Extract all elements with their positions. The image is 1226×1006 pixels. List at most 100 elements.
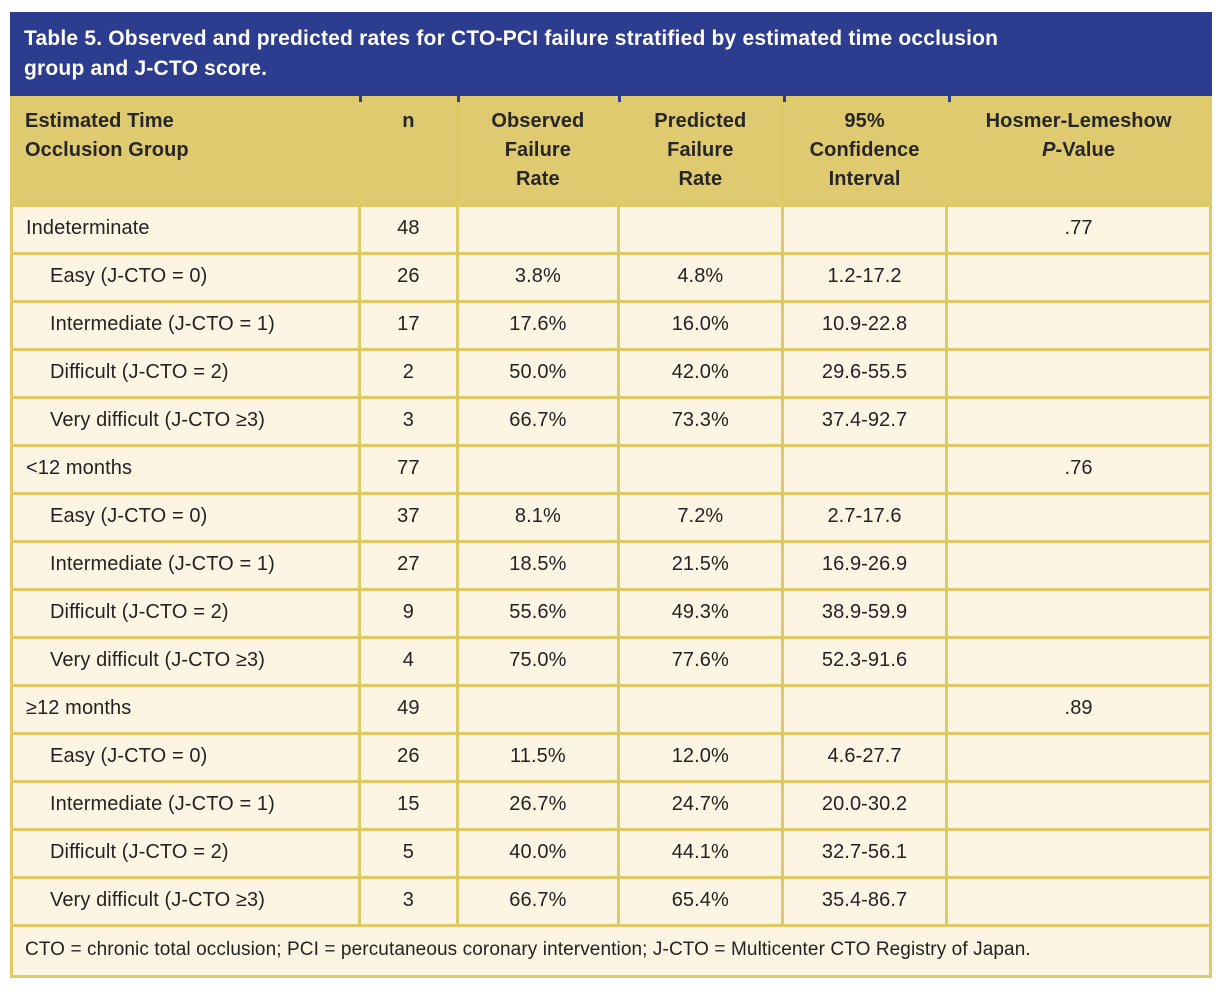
predicted-cell: 42.0% bbox=[616, 348, 784, 399]
row-label-cell: Difficult (J-CTO = 2) bbox=[10, 828, 361, 879]
column-divider-tick bbox=[947, 94, 951, 102]
pvalue-cell: .89 bbox=[945, 684, 1212, 735]
predicted-cell: 7.2% bbox=[616, 492, 784, 543]
ci-cell: 20.0-30.2 bbox=[780, 780, 949, 831]
row-label-cell: Easy (J-CTO = 0) bbox=[10, 252, 361, 303]
pvalue-cell bbox=[945, 732, 1212, 783]
pvalue-cell bbox=[945, 396, 1212, 447]
observed-cell: 50.0% bbox=[456, 348, 620, 399]
ci-cell: 37.4-92.7 bbox=[780, 396, 949, 447]
ci-cell: 38.9-59.9 bbox=[780, 588, 949, 639]
table-panel: Table 5. Observed and predicted rates fo… bbox=[10, 12, 1212, 978]
predicted-cell bbox=[616, 444, 784, 495]
column-divider-tick bbox=[358, 94, 362, 102]
predicted-cell bbox=[616, 684, 784, 735]
ci-cell bbox=[780, 204, 949, 255]
n-cell: 27 bbox=[357, 540, 460, 591]
row-label-cell: Intermediate (J-CTO = 1) bbox=[10, 540, 361, 591]
n-cell: 5 bbox=[357, 828, 460, 879]
predicted-cell: 77.6% bbox=[616, 636, 784, 687]
predicted-cell bbox=[616, 204, 784, 255]
row-label-cell: Intermediate (J-CTO = 1) bbox=[10, 780, 361, 831]
observed-cell bbox=[456, 684, 620, 735]
table-row: Easy (J-CTO = 0) 26 3.8% 4.8% 1.2-17.2 bbox=[10, 252, 1212, 303]
n-cell: 26 bbox=[357, 732, 460, 783]
pvalue-cell bbox=[945, 876, 1212, 927]
table-row-group: Indeterminate 48 .77 bbox=[10, 204, 1212, 255]
table-row: Difficult (J-CTO = 2) 9 55.6% 49.3% 38.9… bbox=[10, 588, 1212, 639]
observed-cell: 66.7% bbox=[456, 876, 620, 927]
ci-cell: 2.7-17.6 bbox=[780, 492, 949, 543]
observed-cell: 26.7% bbox=[456, 780, 620, 831]
row-label-cell: Very difficult (J-CTO ≥3) bbox=[10, 876, 361, 927]
pvalue-cell: .76 bbox=[945, 444, 1212, 495]
ci-cell: 29.6-55.5 bbox=[780, 348, 949, 399]
observed-cell: 3.8% bbox=[456, 252, 620, 303]
footnote-row: CTO = chronic total occlusion; PCI = per… bbox=[10, 924, 1212, 978]
table-row: Very difficult (J-CTO ≥3) 4 75.0% 77.6% … bbox=[10, 636, 1212, 687]
observed-cell: 17.6% bbox=[456, 300, 620, 351]
table-title: Table 5. Observed and predicted rates fo… bbox=[10, 12, 1212, 96]
header-predicted-failure-rate: Predicted Failure Rate bbox=[616, 96, 784, 207]
observed-cell bbox=[456, 444, 620, 495]
row-label-cell: Easy (J-CTO = 0) bbox=[10, 492, 361, 543]
row-label-cell: ≥12 months bbox=[10, 684, 361, 735]
ci-cell: 16.9-26.9 bbox=[780, 540, 949, 591]
pvalue-cell bbox=[945, 492, 1212, 543]
predicted-cell: 49.3% bbox=[616, 588, 784, 639]
row-label-cell: <12 months bbox=[10, 444, 361, 495]
pvalue-cell bbox=[945, 828, 1212, 879]
table-row: Very difficult (J-CTO ≥3) 3 66.7% 73.3% … bbox=[10, 396, 1212, 447]
p-value-rest: -Value bbox=[1055, 139, 1116, 161]
predicted-cell: 12.0% bbox=[616, 732, 784, 783]
n-cell: 4 bbox=[357, 636, 460, 687]
predicted-cell: 16.0% bbox=[616, 300, 784, 351]
row-label-cell: Difficult (J-CTO = 2) bbox=[10, 588, 361, 639]
n-cell: 48 bbox=[357, 204, 460, 255]
observed-cell: 18.5% bbox=[456, 540, 620, 591]
ci-cell: 1.2-17.2 bbox=[780, 252, 949, 303]
observed-cell bbox=[456, 204, 620, 255]
n-cell: 49 bbox=[357, 684, 460, 735]
n-cell: 3 bbox=[357, 876, 460, 927]
hosmer-line1: Hosmer-Lemeshow bbox=[985, 110, 1172, 132]
row-label-cell: Very difficult (J-CTO ≥3) bbox=[10, 636, 361, 687]
ci-cell: 52.3-91.6 bbox=[780, 636, 949, 687]
pvalue-cell bbox=[945, 252, 1212, 303]
column-divider-tick bbox=[618, 94, 622, 102]
ci-cell: 4.6-27.7 bbox=[780, 732, 949, 783]
pvalue-cell bbox=[945, 636, 1212, 687]
observed-cell: 40.0% bbox=[456, 828, 620, 879]
table-row: Easy (J-CTO = 0) 26 11.5% 12.0% 4.6-27.7 bbox=[10, 732, 1212, 783]
header-n: n bbox=[357, 96, 460, 207]
observed-cell: 8.1% bbox=[456, 492, 620, 543]
header-row: Estimated Time Occlusion Group n Observe… bbox=[10, 96, 1212, 207]
ci-cell bbox=[780, 684, 949, 735]
n-cell: 77 bbox=[357, 444, 460, 495]
row-label-cell: Indeterminate bbox=[10, 204, 361, 255]
table-row-group: ≥12 months 49 .89 bbox=[10, 684, 1212, 735]
ci-cell: 35.4-86.7 bbox=[780, 876, 949, 927]
ci-cell: 10.9-22.8 bbox=[780, 300, 949, 351]
pvalue-cell bbox=[945, 780, 1212, 831]
table-row: Easy (J-CTO = 0) 37 8.1% 7.2% 2.7-17.6 bbox=[10, 492, 1212, 543]
table-row: Difficult (J-CTO = 2) 5 40.0% 44.1% 32.7… bbox=[10, 828, 1212, 879]
ci-cell bbox=[780, 444, 949, 495]
pvalue-cell: .77 bbox=[945, 204, 1212, 255]
n-cell: 2 bbox=[357, 348, 460, 399]
predicted-cell: 24.7% bbox=[616, 780, 784, 831]
row-label-cell: Difficult (J-CTO = 2) bbox=[10, 348, 361, 399]
observed-cell: 66.7% bbox=[456, 396, 620, 447]
row-label-cell: Very difficult (J-CTO ≥3) bbox=[10, 396, 361, 447]
predicted-cell: 44.1% bbox=[616, 828, 784, 879]
table-row: Intermediate (J-CTO = 1) 15 26.7% 24.7% … bbox=[10, 780, 1212, 831]
table-row: Very difficult (J-CTO ≥3) 3 66.7% 65.4% … bbox=[10, 876, 1212, 927]
predicted-cell: 21.5% bbox=[616, 540, 784, 591]
n-cell: 15 bbox=[357, 780, 460, 831]
header-occlusion-group: Estimated Time Occlusion Group bbox=[10, 96, 361, 207]
n-cell: 37 bbox=[357, 492, 460, 543]
ci-cell: 32.7-56.1 bbox=[780, 828, 949, 879]
pvalue-cell bbox=[945, 348, 1212, 399]
n-cell: 26 bbox=[357, 252, 460, 303]
table-row: Intermediate (J-CTO = 1) 17 17.6% 16.0% … bbox=[10, 300, 1212, 351]
